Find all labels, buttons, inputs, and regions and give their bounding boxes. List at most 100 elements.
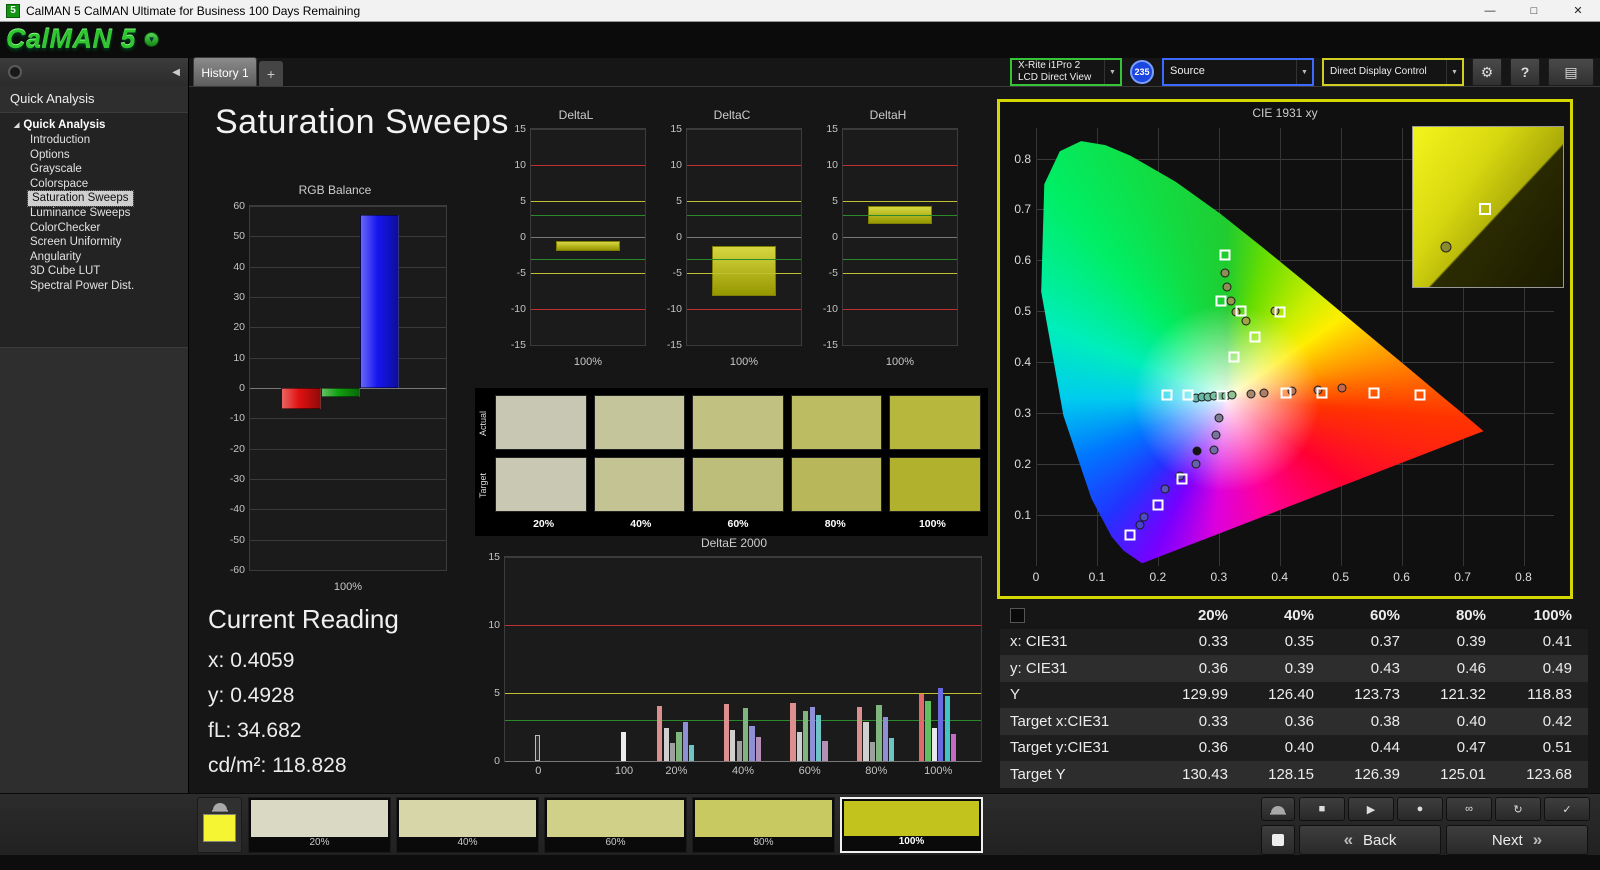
- gear-icon: ⚙: [1480, 63, 1494, 80]
- reading-fl-label: fL:: [208, 719, 232, 742]
- measured-point: [1139, 512, 1149, 522]
- y-tick-label: 10: [514, 158, 526, 171]
- minimize-icon: —: [1484, 4, 1496, 17]
- shade-button[interactable]: [1261, 797, 1295, 821]
- target-point: [1219, 249, 1231, 261]
- pattern-button-60%[interactable]: 60%: [544, 797, 687, 853]
- measured-point: [1227, 390, 1237, 400]
- gridline: [687, 237, 801, 238]
- panel-button[interactable]: ▤: [1548, 58, 1594, 86]
- gridline: [1462, 128, 1464, 566]
- check-button[interactable]: ✓: [1544, 797, 1590, 821]
- sidebar-item-options[interactable]: Options: [30, 148, 70, 161]
- logo-dropdown-icon[interactable]: ▼: [144, 31, 160, 47]
- deltac-chart: DeltaC -15 -10 -5 0 5 10 15 100%: [656, 108, 808, 380]
- gridline: [687, 345, 801, 346]
- y-tick-label: -20: [229, 442, 245, 455]
- x-tick-label: 100%: [924, 765, 953, 777]
- back-button[interactable]: « Back: [1299, 825, 1441, 855]
- pattern-window-button[interactable]: [1261, 825, 1295, 855]
- sidebar-item-spectral-power-dist-[interactable]: Spectral Power Dist.: [30, 279, 135, 292]
- loop-button[interactable]: ↻: [1495, 797, 1541, 821]
- pattern-indicator[interactable]: [197, 797, 242, 853]
- tab-history-1[interactable]: History 1: [193, 57, 257, 87]
- chart-title: DeltaE 2000: [700, 536, 768, 550]
- help-button[interactable]: ?: [1510, 58, 1540, 86]
- table-cell: 0.47: [1456, 739, 1486, 757]
- meter-select[interactable]: X-Rite i1Pro 2 LCD Direct View ▼: [1010, 58, 1122, 86]
- stop-button[interactable]: ■: [1299, 797, 1345, 821]
- sidebar-item-grayscale[interactable]: Grayscale: [30, 163, 82, 176]
- chart-title: RGB Balance: [298, 183, 372, 197]
- reading-fl-value: 34.682: [237, 719, 302, 742]
- current-reading-heading: Current Reading: [208, 604, 399, 634]
- swatch-actual-80%: [790, 395, 883, 450]
- add-tab-button[interactable]: +: [259, 61, 283, 87]
- deltae-bar: [809, 707, 815, 761]
- pattern-swatch: [844, 801, 979, 836]
- table-cell: 0.37: [1370, 633, 1400, 651]
- pattern-button-100%[interactable]: 100%: [840, 797, 983, 853]
- reference-line: [843, 258, 957, 260]
- record-icon: ●: [1416, 803, 1424, 815]
- table-row: x: CIE31 0.33 0.35 0.37 0.39 0.41: [1000, 628, 1588, 655]
- deltae-bar: [822, 741, 828, 761]
- pattern-button-40%[interactable]: 40%: [396, 797, 539, 853]
- y-tick-label: 60: [233, 200, 245, 212]
- next-button[interactable]: Next »: [1446, 825, 1588, 855]
- sidebar-tree-root[interactable]: ◢ Quick Analysis: [0, 118, 188, 133]
- close-button[interactable]: ✕: [1556, 0, 1600, 21]
- row-label: Y: [1010, 686, 1021, 704]
- sidebar-tree-items: Introduction Options Grayscale Colorspace Sa…: [0, 133, 188, 294]
- pattern-buttons: 20% 40% 60% 80% 100%: [248, 797, 983, 853]
- swatch-actual-100%: [889, 395, 981, 450]
- sidebar-item-saturation-sweeps[interactable]: Saturation Sweeps: [27, 190, 134, 207]
- table-cell: 0.39: [1456, 633, 1486, 651]
- deltae-bar: [925, 701, 931, 761]
- target-point: [1368, 387, 1380, 399]
- deltac-plot: -15 -10 -5 0 5 10 15: [667, 123, 802, 351]
- y-tick-label: 0: [832, 231, 838, 243]
- deltae-bar: [882, 716, 888, 761]
- x-tick-label: 0: [535, 765, 542, 777]
- maximize-button[interactable]: □: [1512, 0, 1556, 21]
- next-label: Next: [1491, 831, 1523, 849]
- window-title: CalMAN 5 CalMAN Ultimate for Business 10…: [26, 3, 361, 18]
- gridline: [250, 206, 446, 207]
- calman-logo[interactable]: CalMAN 5 ▼: [6, 24, 160, 54]
- sidebar-item-colorchecker[interactable]: ColorChecker: [30, 221, 101, 234]
- reference-line: [531, 272, 645, 274]
- meter-mode: LCD Direct View: [1018, 72, 1092, 83]
- meter-count-badge[interactable]: 235: [1130, 60, 1154, 84]
- pattern-label: 60%: [545, 837, 686, 852]
- x-tick-label: 0.6: [1393, 570, 1410, 584]
- infinity-button[interactable]: ∞: [1446, 797, 1492, 821]
- gridline: [843, 237, 957, 238]
- swatch-target-100%: [889, 457, 981, 512]
- source-select[interactable]: Source ▼: [1162, 58, 1314, 86]
- record-button[interactable]: ●: [1397, 797, 1443, 821]
- radio-icon[interactable]: [8, 65, 22, 79]
- pattern-label: 40%: [397, 837, 538, 852]
- display-control-select[interactable]: Direct Display Control ▼: [1322, 58, 1464, 86]
- minimize-button[interactable]: —: [1468, 0, 1512, 21]
- measured-point: [1337, 383, 1347, 393]
- sidebar-item-colorspace[interactable]: Colorspace: [30, 177, 89, 190]
- pattern-button-20%[interactable]: 20%: [248, 797, 391, 853]
- play-button[interactable]: ▶: [1348, 797, 1394, 821]
- sidebar-item-angularity[interactable]: Angularity: [30, 250, 82, 263]
- y-tick-label: -5: [516, 266, 526, 279]
- reference-line: [687, 200, 801, 202]
- swatch-actual-40%: [593, 395, 686, 450]
- table-cell: 128.15: [1268, 765, 1314, 783]
- y-tick-label: 10: [233, 351, 245, 364]
- cie-panel: CIE 1931 xy 0 0.1 0.2 0.3 0.4 0.5 0.6 0.7 0.8 0.1…: [997, 99, 1573, 599]
- sidebar-item-introduction[interactable]: Introduction: [30, 134, 91, 146]
- pattern-button-80%[interactable]: 80%: [692, 797, 835, 853]
- x-tick-label: 0.7: [1454, 570, 1471, 584]
- sidebar-item-screen-uniformity[interactable]: Screen Uniformity: [30, 236, 122, 249]
- sidebar-item-3d-cube-lut[interactable]: 3D Cube LUT: [30, 265, 101, 278]
- sidebar-item-luminance-sweeps[interactable]: Luminance Sweeps: [30, 206, 131, 219]
- settings-button[interactable]: ⚙: [1472, 58, 1502, 86]
- collapse-left-icon[interactable]: ◀: [172, 66, 180, 78]
